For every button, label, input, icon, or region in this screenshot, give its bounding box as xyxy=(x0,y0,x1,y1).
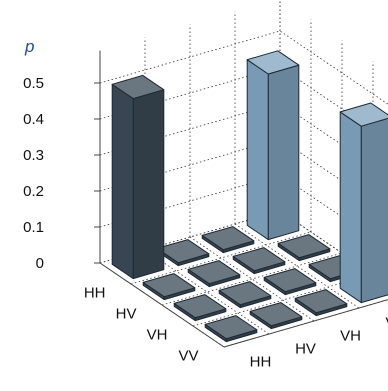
col-tick-label: VV xyxy=(385,315,388,332)
bar-top-face xyxy=(173,294,227,319)
col-tick-label: HH xyxy=(250,354,272,371)
row-axis-line xyxy=(99,262,225,348)
axis-layer xyxy=(94,50,388,348)
bar-top-face xyxy=(232,247,286,272)
z-tick-label: 0.1 xyxy=(23,219,44,236)
bar-VH-HH xyxy=(173,294,227,322)
col-tick-label: HV xyxy=(295,341,316,358)
bar-VV-HV xyxy=(249,302,303,330)
floor-gridline xyxy=(144,249,270,335)
bars-layer xyxy=(111,50,388,343)
row-tick-label: HV xyxy=(116,306,137,323)
bar-front-face xyxy=(132,89,165,280)
bar-front-face xyxy=(360,117,388,304)
bar-top-face xyxy=(201,226,255,251)
bar-top-face xyxy=(218,281,272,306)
bar-front-face xyxy=(267,64,300,241)
bar-HH-VV xyxy=(246,50,300,241)
bar-top-face xyxy=(277,234,331,259)
bar-VH-HV xyxy=(218,281,272,309)
bar-VV-HH xyxy=(204,315,258,343)
bar-top-face xyxy=(294,289,348,314)
bar-VV-VH xyxy=(294,289,348,317)
bar-top-face xyxy=(156,239,210,264)
row-tick-label: VH xyxy=(147,327,168,344)
bar-top-face xyxy=(249,302,303,327)
z-tick-label: 0.3 xyxy=(23,147,44,164)
bar-top-face xyxy=(111,74,165,100)
bar-top-face xyxy=(204,315,258,340)
z-tick-label: 0.4 xyxy=(23,111,44,128)
z-axis-title: p xyxy=(24,37,34,56)
bar-VH-VH xyxy=(263,268,317,296)
bar-HV-HH xyxy=(142,273,196,301)
bar-HV-VV xyxy=(277,234,331,262)
col-tick-label: VH xyxy=(340,328,361,345)
bar-side-face xyxy=(111,83,134,280)
bar-HV-HV xyxy=(187,260,241,288)
bar-side-face xyxy=(246,59,269,241)
bar-top-face xyxy=(246,50,300,75)
bar-top-face xyxy=(142,273,196,298)
labels-layer: 0 0.1 0.2 0.3 0.4 0.5 p HH HV VH VV HH HV VH VV xyxy=(23,37,388,371)
floor-gridline xyxy=(161,252,343,306)
row-tick-label: VV xyxy=(178,348,198,365)
floor-gridline xyxy=(189,236,315,322)
bar-side-face xyxy=(339,111,362,304)
floor-gridline xyxy=(234,223,360,309)
bar-VV-VV xyxy=(339,102,388,304)
bar-HH-HH xyxy=(111,74,165,280)
bar-HH-HV xyxy=(156,239,210,267)
bar-top-face xyxy=(263,268,317,293)
floor-gridline xyxy=(130,231,312,285)
z-tick-label: 0.2 xyxy=(23,183,44,200)
z-tick-label: 0 xyxy=(36,255,44,272)
col-axis-line xyxy=(223,299,388,348)
bar-HV-VH xyxy=(232,247,286,275)
bar-HH-VH xyxy=(201,226,255,254)
bar-top-face xyxy=(339,102,388,127)
row-tick-label: HH xyxy=(84,285,106,302)
z-tick-label: 0.5 xyxy=(23,75,44,92)
bar-top-face xyxy=(187,260,241,285)
